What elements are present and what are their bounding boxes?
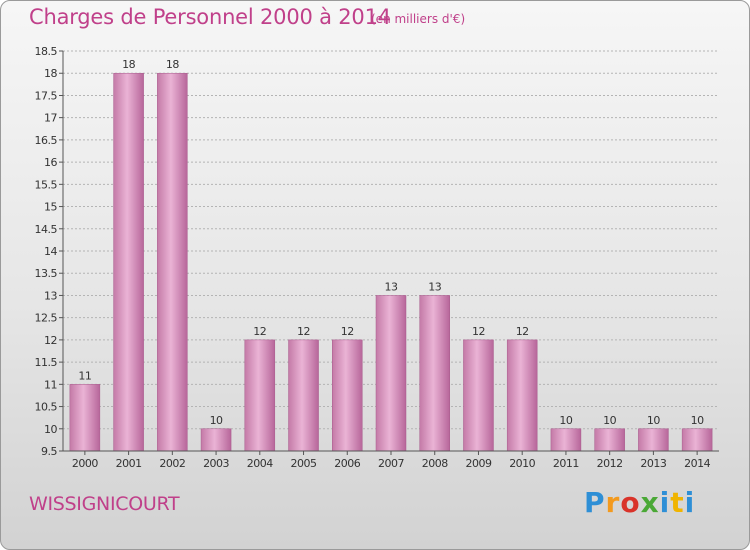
y-tick-label: 14.5	[35, 223, 58, 236]
bar	[419, 295, 450, 452]
logo-letter: i	[684, 486, 696, 519]
x-tick-label: 2000	[72, 457, 98, 470]
bar-value-label: 12	[516, 325, 529, 338]
proxiti-logo: Proxiti	[584, 486, 695, 519]
x-tick-label: 2008	[422, 457, 448, 470]
logo-letter: o	[620, 486, 641, 519]
y-tick-label: 15.5	[35, 178, 58, 191]
y-tick-label: 10	[44, 423, 57, 436]
bar	[506, 339, 538, 452]
x-tick-label: 2012	[597, 457, 623, 470]
bar	[681, 428, 713, 452]
x-tick-label: 2005	[291, 457, 317, 470]
bar	[463, 339, 494, 452]
y-tick-label: 11	[44, 378, 57, 391]
logo-letter: P	[584, 486, 606, 519]
bar-value-label: 18	[122, 58, 135, 71]
y-tick-label: 10.5	[35, 401, 58, 414]
bar	[157, 72, 188, 452]
x-tick-label: 2001	[116, 457, 142, 470]
bar-value-label: 18	[166, 58, 179, 71]
x-tick-label: 2011	[553, 457, 579, 470]
y-tick-label: 15	[44, 201, 57, 214]
y-tick-label: 18	[44, 67, 57, 80]
bar	[200, 428, 232, 452]
bar-value-label: 12	[341, 325, 354, 338]
logo-letter: t	[670, 486, 685, 519]
y-tick-label: 16	[44, 156, 57, 169]
chart-title: Charges de Personnel 2000 à 2014	[29, 5, 391, 29]
y-tick-label: 12	[44, 334, 57, 347]
y-tick-label: 13.5	[35, 267, 58, 280]
bar	[594, 428, 625, 452]
y-tick-label: 17.5	[35, 89, 58, 102]
logo-letter: i	[659, 486, 671, 519]
y-tick-label: 16.5	[35, 134, 58, 147]
x-tick-label: 2004	[247, 457, 273, 470]
y-tick-label: 14	[44, 245, 57, 258]
bar-value-label: 10	[603, 414, 616, 427]
bar	[69, 384, 101, 452]
bar-value-label: 13	[428, 280, 441, 293]
bar-value-label: 11	[78, 369, 91, 382]
bar-value-label: 10	[559, 414, 572, 427]
x-tick-label: 2006	[334, 457, 360, 470]
chart-subtitle: (en milliers d'€)	[371, 12, 466, 26]
y-tick-label: 9.5	[41, 445, 57, 458]
x-tick-label: 2007	[378, 457, 404, 470]
x-tick-label: 2009	[465, 457, 491, 470]
commune-name: WISSIGNICOURT	[29, 493, 180, 515]
bar-value-label: 10	[691, 414, 704, 427]
y-tick-label: 17	[44, 112, 57, 125]
y-tick-label: 13	[44, 289, 57, 302]
x-tick-label: 2002	[159, 457, 185, 470]
bar	[638, 428, 669, 452]
bar	[244, 339, 276, 452]
bar-value-label: 12	[297, 325, 310, 338]
bar	[332, 339, 363, 452]
y-tick-label: 11.5	[35, 356, 58, 369]
bar	[375, 295, 407, 452]
x-tick-label: 2003	[203, 457, 229, 470]
bar-value-label: 10	[647, 414, 660, 427]
x-tick-label: 2010	[509, 457, 535, 470]
y-tick-label: 12.5	[35, 312, 58, 325]
bar	[113, 72, 144, 452]
bar-value-label: 13	[385, 280, 398, 293]
x-tick-label: 2013	[640, 457, 666, 470]
bar-value-label: 12	[253, 325, 266, 338]
x-tick-label: 2014	[684, 457, 710, 470]
logo-letter: r	[605, 486, 621, 519]
logo-letter: x	[640, 486, 660, 519]
bar	[288, 339, 319, 452]
bar-value-label: 10	[210, 414, 223, 427]
y-tick-label: 18.5	[35, 45, 58, 58]
bar-value-label: 12	[472, 325, 485, 338]
bar	[550, 428, 582, 452]
